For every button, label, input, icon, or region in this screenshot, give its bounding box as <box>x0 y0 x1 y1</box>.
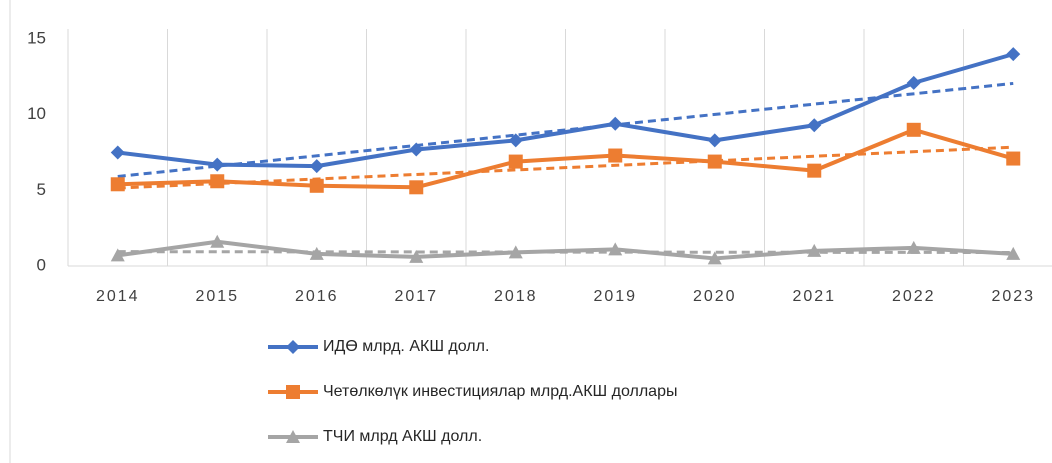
marker <box>409 180 424 195</box>
marker <box>409 249 424 263</box>
x-tick-label: 2023 <box>991 288 1035 305</box>
x-tick-label: 2014 <box>96 288 140 305</box>
marker <box>110 145 125 160</box>
marker <box>286 430 300 443</box>
y-tick-label: 5 <box>37 180 46 199</box>
legend-label: ТЧИ млрд АКШ долл. <box>323 428 482 445</box>
y-tick-label: 0 <box>37 255 46 274</box>
marker <box>508 133 523 148</box>
x-tick-label: 2021 <box>792 288 836 305</box>
marker <box>608 116 623 131</box>
marker <box>1006 151 1021 166</box>
marker <box>1006 246 1021 260</box>
marker <box>210 174 225 189</box>
marker <box>508 245 523 259</box>
marker <box>210 234 225 248</box>
legend-label: ИДӨ млрд. АКШ долл. <box>323 338 489 355</box>
y-tick-label: 15 <box>27 28 46 47</box>
marker <box>508 154 523 169</box>
marker <box>309 246 324 260</box>
marker <box>707 251 722 265</box>
series-line <box>117 239 1014 261</box>
x-tick-label: 2015 <box>195 288 239 305</box>
x-tick-label: 2022 <box>892 288 936 305</box>
marker <box>807 163 822 178</box>
marker <box>906 122 921 137</box>
marker <box>110 248 125 262</box>
x-tick-label: 2019 <box>593 288 637 305</box>
x-tick-label: 2020 <box>693 288 737 305</box>
x-tick-label: 2016 <box>295 288 339 305</box>
x-tick-label: 2017 <box>394 288 438 305</box>
marker <box>110 177 125 192</box>
marker <box>608 148 623 163</box>
marker <box>707 133 722 148</box>
marker <box>309 178 324 193</box>
marker <box>807 243 822 257</box>
marker <box>409 142 424 157</box>
legend-label: Четөлкөлүк инвестициялар млрд.АКШ доллар… <box>323 383 677 400</box>
marker <box>309 159 324 174</box>
trendline <box>117 145 1014 190</box>
series-line <box>117 52 1014 169</box>
marker <box>286 385 300 399</box>
marker <box>1006 47 1021 62</box>
marker <box>286 340 300 354</box>
marker <box>807 118 822 133</box>
marker <box>906 240 921 254</box>
y-tick-label: 10 <box>27 104 46 123</box>
marker <box>906 75 921 90</box>
trendline <box>117 81 1014 178</box>
marker <box>707 154 722 169</box>
x-tick-label: 2018 <box>494 288 538 305</box>
series-line <box>117 127 1014 190</box>
marker <box>608 242 623 256</box>
marker <box>210 157 225 172</box>
